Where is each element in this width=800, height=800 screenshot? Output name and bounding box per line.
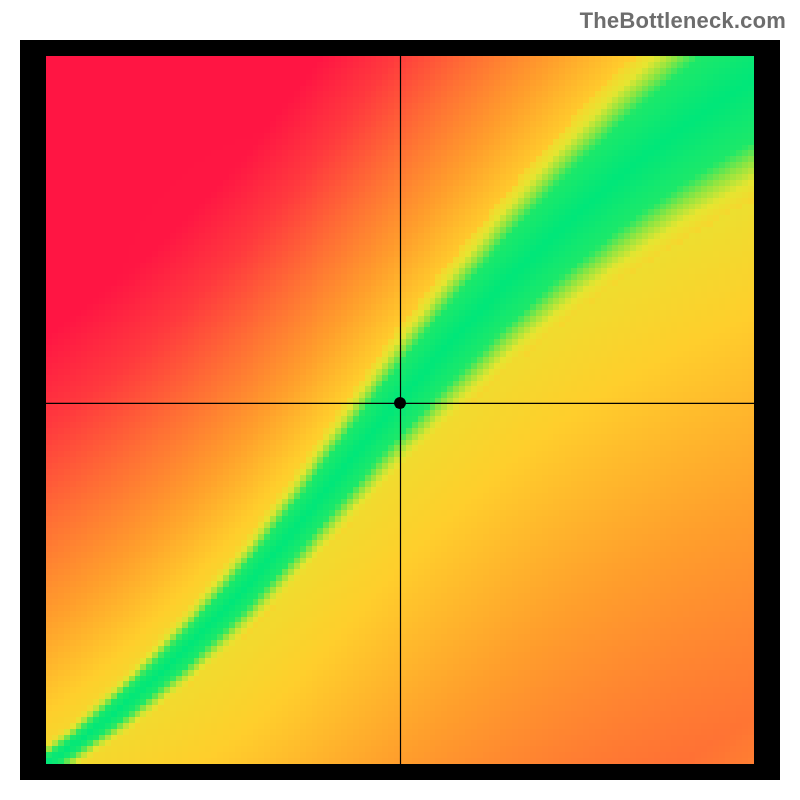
chart-frame <box>20 40 780 780</box>
bottleneck-heatmap <box>46 56 754 764</box>
watermark-text: TheBottleneck.com <box>580 8 786 34</box>
page-root: TheBottleneck.com <box>0 0 800 800</box>
